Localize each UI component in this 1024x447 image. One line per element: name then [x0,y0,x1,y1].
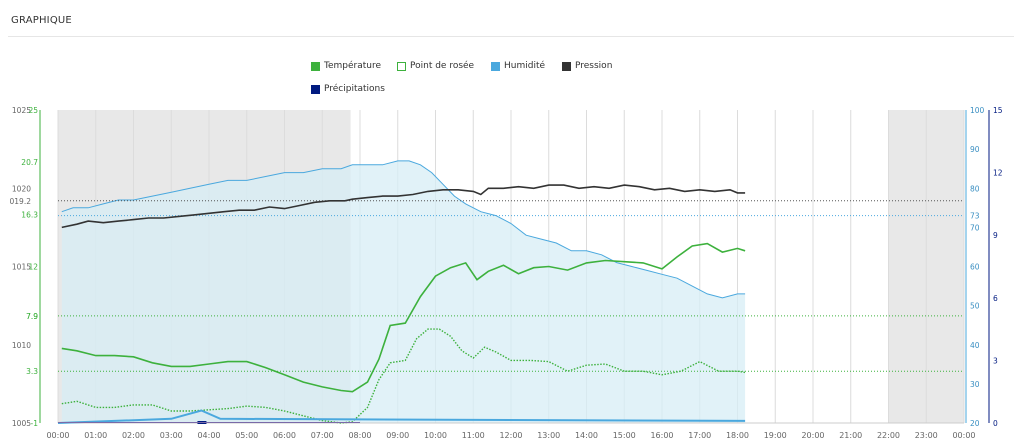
dew-point-line [61,328,746,424]
x-tick-label: 13:00 [537,431,560,440]
pressure-tick-label: 1020 [12,184,31,193]
x-tick-label: 05:00 [235,431,258,440]
x-tick-label: 23:00 [915,431,938,440]
legend-swatch-humidity [491,61,500,71]
x-tick-label: 10:00 [424,431,447,440]
x-tick-label: 04:00 [197,431,220,440]
temperature-tick-label: 16.3 [21,211,38,220]
x-tick-label: 08:00 [348,431,371,440]
temperature-tick-label: 7.9 [26,312,38,321]
humidity-tick-label: 73 [970,212,980,221]
axis-labels: 00:00 01:00 02:00 03:00 04:00 05:00 06:00 07:00… [10,106,1003,440]
temperature-line [61,242,746,393]
humidity-tick-label: 100 [970,106,985,115]
humidity-tick-label: 20 [970,419,980,428]
precipitation-tick-label: 6 [993,294,998,303]
temperature-tick-label: 25 [28,106,38,115]
x-tick-label: 20:00 [801,431,824,440]
x-tick-label: 00:00 [46,431,69,440]
legend-item-humidity[interactable]: Humidité [491,61,545,71]
temperature-tick-label: 20.7 [21,158,38,167]
chart-legend: Température Point de rosée Humidité Pres… [0,0,1024,100]
page-title: GRAPHIQUE [11,15,72,26]
humidity-tick-label: 70 [970,223,980,232]
pressure-current-label: 019.2 [10,197,32,206]
legend-label-precipitation: Précipitations [324,84,385,94]
legend-item-temperature[interactable]: Température [311,61,381,71]
precipitation-tick-label: 0 [993,419,998,428]
legend-label-dew-point: Point de rosée [410,61,475,71]
legend-item-precipitation[interactable]: Précipitations [311,84,385,94]
humidity-area [61,160,746,423]
temperature-tick-label: 12 [28,263,38,272]
legend-item-pressure[interactable]: Pression [562,61,612,71]
legend-swatch-temperature [311,61,320,71]
x-tick-label: 07:00 [311,431,334,440]
humidity-line [61,160,746,299]
x-tick-label: 02:00 [122,431,145,440]
x-tick-label: 16:00 [650,431,673,440]
x-tick-label: 15:00 [613,431,636,440]
humidity-series [61,160,746,423]
reference-lines [58,200,964,372]
precipitation-tick-label: 12 [993,169,1003,178]
x-tick-label: 17:00 [688,431,711,440]
pressure-tick-label: 1005 [12,419,31,428]
precipitation-tick-label: 3 [993,356,998,365]
legend-swatch-pressure [562,61,571,71]
humidity-tick-label: 30 [970,380,980,389]
humidity-tick-label: 90 [970,145,980,154]
precipitation-series [57,409,746,424]
x-tick-label: 06:00 [273,431,296,440]
precipitation-tick-label: 15 [993,106,1003,115]
temperature-tick-label: -1 [31,419,39,428]
legend-label-temperature: Température [324,61,382,71]
pressure-tick-label: 1010 [12,341,31,350]
humidity-tick-label: 50 [970,302,980,311]
x-tick-label: 01:00 [84,431,107,440]
x-tick-label: 14:00 [575,431,598,440]
legend-swatch-dew-point [397,61,406,71]
x-tick-label: 19:00 [764,431,787,440]
humidity-tick-label: 80 [970,184,980,193]
legend-label-pressure: Pression [575,61,613,71]
dew-point-series [61,328,746,424]
pressure-tick-label: 1015 [12,263,31,272]
pressure-tick-label: 1025 [12,106,31,115]
x-tick-label: 12:00 [499,431,522,440]
title-divider [8,36,1014,37]
x-tick-label: 21:00 [839,431,862,440]
legend-label-humidity: Humidité [504,61,546,71]
x-tick-label: 11:00 [462,431,485,440]
x-tick-label: 00:00 [952,431,975,440]
pressure-line [61,184,746,229]
humidity-tick-label: 60 [970,263,980,272]
temperature-tick-label: 7.9 [26,312,38,321]
legend-swatch-precipitation [311,84,320,94]
precipitation-tick-label: 9 [993,231,998,240]
legend-item-dew-point[interactable]: Point de rosée [397,61,474,71]
temperature-series [61,242,746,393]
x-tick-label: 22:00 [877,431,900,440]
precipitation-line [57,409,746,424]
x-tick-label: 09:00 [386,431,409,440]
temperature-tick-label: 3.3 [26,367,38,376]
pressure-series [61,184,746,229]
x-tick-label: 18:00 [726,431,749,440]
humidity-tick-label: 40 [970,341,980,350]
x-tick-label: 03:00 [160,431,183,440]
